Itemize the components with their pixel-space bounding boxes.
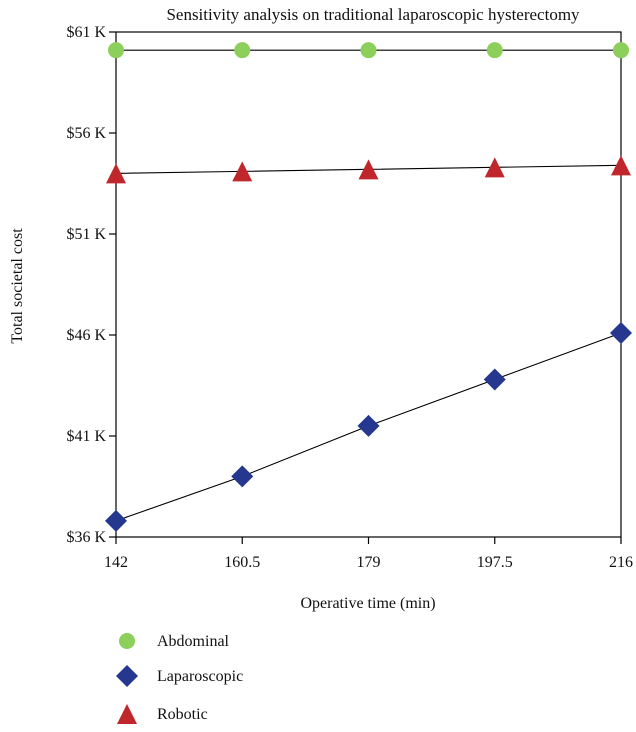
data-point-laparoscopic [231,465,254,488]
plot-frame [115,31,622,538]
series-robotic [106,155,631,184]
y-tick-label: $56 K [66,125,106,142]
data-point-laparoscopic [105,509,127,532]
data-point-abdominal [360,42,377,59]
legend: Abdominal Laparoscopic Robotic [116,633,243,724]
data-point-robotic [484,157,505,178]
legend-label-robotic: Robotic [157,706,208,723]
y-axis-label: Total societal cost [9,228,26,344]
y-tick-label: $41 K [66,428,106,445]
x-tick-label: 197.5 [477,554,513,571]
x-tick-label: 179 [357,554,381,571]
data-point-laparoscopic [357,414,380,437]
series-abdominal [108,42,629,59]
legend-marker-abdominal [119,633,135,649]
legend-label-laparoscopic: Laparoscopic [157,668,243,685]
x-tick-label: 160.5 [224,554,260,571]
y-tick-label: $51 K [66,226,106,243]
data-point-robotic [106,163,126,184]
x-axis-label: Operative time (min) [300,595,435,612]
chart-title: Sensitivity analysis on traditional lapa… [166,5,580,24]
data-point-laparoscopic [610,321,632,344]
data-point-laparoscopic [483,368,506,391]
x-axis: 142 160.5 179 197.5 216 [104,537,633,571]
y-axis: $36 K $41 K $46 K $51 K $56 K $61 K [66,24,116,546]
x-tick-label: 216 [609,554,633,571]
data-point-abdominal [234,42,251,59]
data-point-abdominal [108,42,124,59]
data-point-robotic [232,161,253,182]
data-point-robotic [358,159,379,180]
y-tick-label: $46 K [66,327,106,344]
data-point-robotic [611,155,631,176]
series-laparoscopic [105,321,632,532]
series-group [105,42,632,532]
y-tick-label: $61 K [66,24,106,41]
data-point-abdominal [613,42,629,59]
legend-label-abdominal: Abdominal [157,633,230,650]
x-tick-label: 142 [104,554,128,571]
legend-marker-robotic [117,704,137,724]
y-tick-label: $36 K [66,529,106,546]
legend-marker-laparoscopic [116,665,138,687]
data-point-abdominal [486,42,503,59]
